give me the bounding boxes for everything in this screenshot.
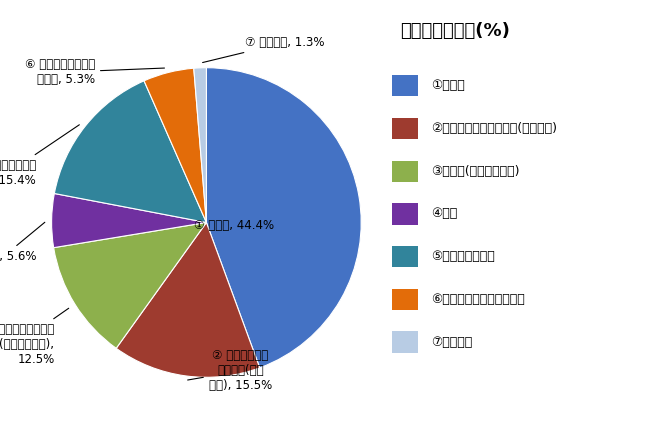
FancyBboxPatch shape: [392, 203, 418, 225]
Text: ⑤ その他可燃物
類, 15.4%: ⑤ その他可燃物 類, 15.4%: [0, 125, 79, 187]
Wedge shape: [144, 68, 206, 222]
FancyBboxPatch shape: [392, 161, 418, 182]
FancyBboxPatch shape: [392, 75, 418, 97]
Text: ③ リサイクルできな
い紙類(ティッシュ等),
12.5%: ③ リサイクルできな い紙類(ティッシュ等), 12.5%: [0, 308, 69, 366]
Text: ⑦ 不燃物類, 1.3%: ⑦ 不燃物類, 1.3%: [203, 36, 324, 63]
Wedge shape: [54, 222, 206, 348]
FancyBboxPatch shape: [392, 332, 418, 353]
Wedge shape: [52, 194, 206, 248]
Wedge shape: [54, 81, 206, 222]
Text: ①生ごみ: ①生ごみ: [431, 79, 464, 92]
FancyBboxPatch shape: [392, 289, 418, 310]
Text: ③紙ごみ(ティッシュ等): ③紙ごみ(ティッシュ等): [431, 165, 519, 178]
Text: ④ 布類, 5.6%: ④ 布類, 5.6%: [0, 222, 45, 263]
Text: ④布類: ④布類: [431, 207, 457, 220]
FancyBboxPatch shape: [392, 118, 418, 139]
Wedge shape: [194, 68, 206, 222]
Text: ⑥プラスチック製容器包装: ⑥プラスチック製容器包装: [431, 293, 524, 306]
Text: ② リサイクルで
きる紙類(雑が
み等), 15.5%: ② リサイクルで きる紙類(雑が み等), 15.5%: [188, 349, 272, 392]
FancyBboxPatch shape: [392, 246, 418, 267]
Text: ① 生ごみ, 44.4%: ① 生ごみ, 44.4%: [194, 219, 274, 232]
Text: ⑦不燃物類: ⑦不燃物類: [431, 336, 472, 348]
Wedge shape: [116, 222, 260, 377]
Text: ②リサイクルできる紙類(雑がみ等): ②リサイクルできる紙類(雑がみ等): [431, 122, 557, 135]
Text: ⑤その他可燃物類: ⑤その他可燃物類: [431, 250, 495, 263]
Wedge shape: [206, 68, 361, 368]
Text: ⑥ プラスチック製容
器包装, 5.3%: ⑥ プラスチック製容 器包装, 5.3%: [25, 58, 164, 86]
Text: 可燃ごみの内訳(%): 可燃ごみの内訳(%): [400, 22, 510, 40]
